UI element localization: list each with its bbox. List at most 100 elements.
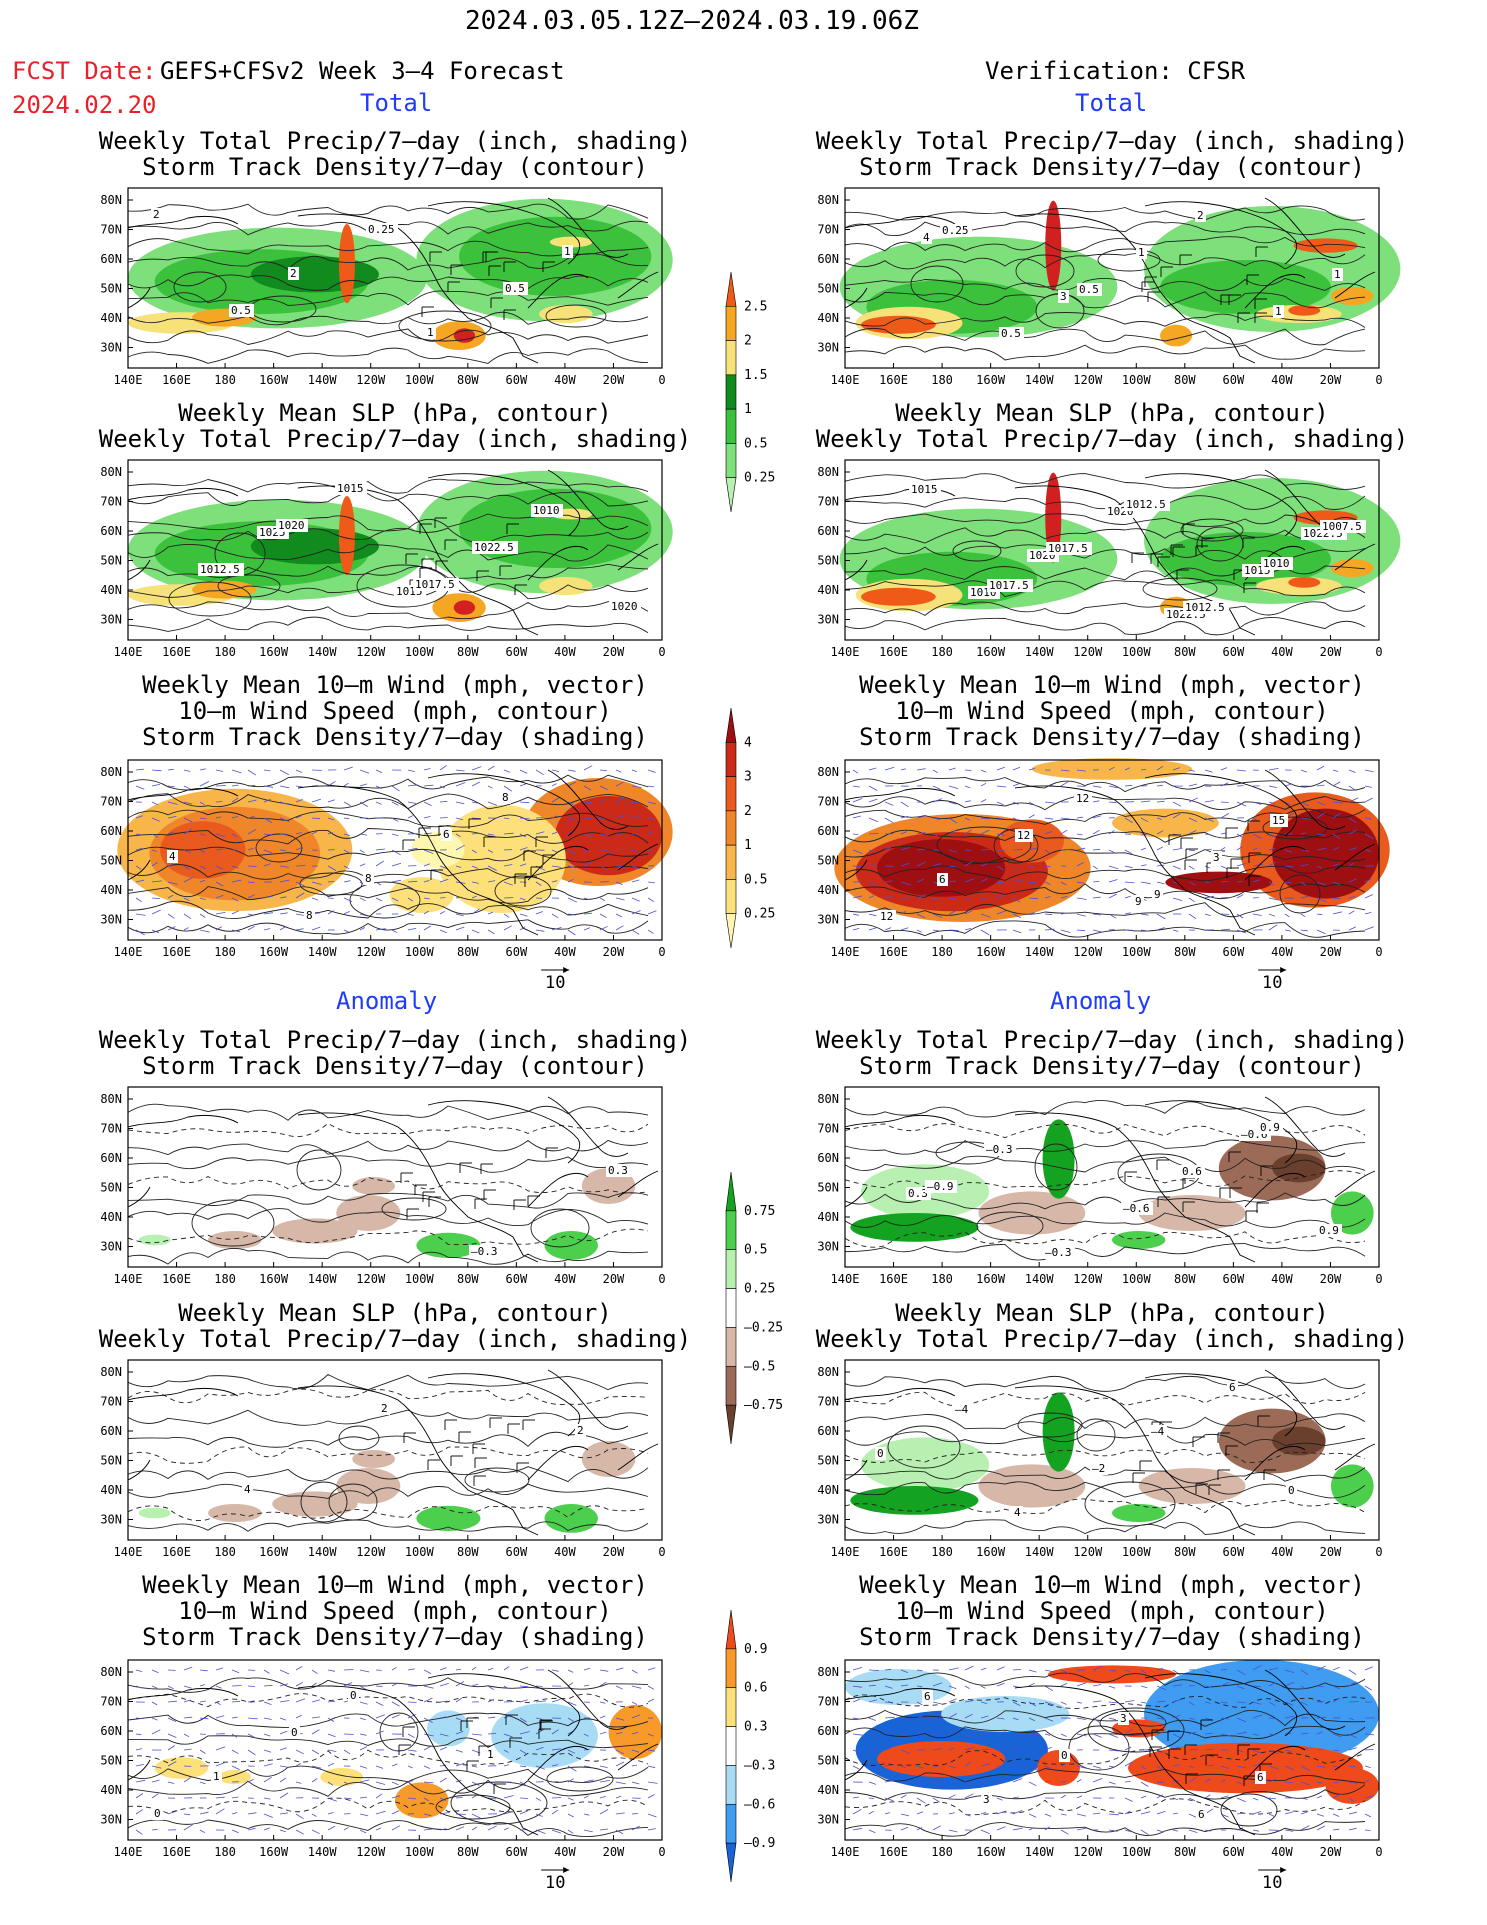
- wind-vector: [1316, 1731, 1323, 1735]
- wind-vector: [615, 1761, 625, 1767]
- wind-vector: [231, 1685, 242, 1687]
- contour-label: –4: [1151, 1425, 1165, 1438]
- lat-tick-label: 30N: [817, 613, 839, 627]
- contour-line: [127, 1208, 649, 1227]
- contour-line: [844, 527, 1366, 544]
- wind-vector: [1012, 1761, 1021, 1767]
- panel-title-line: 10–m Wind Speed (mph, contour): [178, 697, 612, 725]
- wind-vector: [1012, 1810, 1023, 1815]
- wind-vector: [247, 1749, 256, 1756]
- wind-vector: [407, 928, 417, 931]
- colorbar-segment: [725, 1726, 737, 1766]
- wind-vector: [1284, 865, 1293, 868]
- contour-line: [127, 347, 649, 364]
- wind-vector: [327, 1669, 336, 1672]
- wind-vector: [567, 1669, 574, 1673]
- panel-title-line: Weekly Mean 10–m Wind (mph, vector): [859, 1571, 1365, 1599]
- wind-vector: [1316, 801, 1325, 806]
- wind-vector: [231, 797, 239, 803]
- wind-vector: [1076, 833, 1083, 836]
- wind-vector: [599, 1780, 610, 1783]
- contour-label-bg: [198, 563, 244, 576]
- total-right-label: Total: [1075, 89, 1148, 117]
- contour-label: 1: [564, 245, 571, 258]
- contour-label-bg: [229, 304, 254, 317]
- wind-vector: [151, 801, 159, 806]
- wind-vector: [519, 926, 526, 931]
- lon-tick-label: 140E: [114, 645, 143, 659]
- contour-line: [127, 311, 649, 326]
- r5-shading-7: [1330, 1464, 1374, 1508]
- lat-tick-label: 80N: [817, 465, 839, 479]
- wind-vector: [1236, 1827, 1244, 1831]
- wind-vector: [583, 1765, 591, 1768]
- colorbar-tick-label: –0.3: [744, 1758, 775, 1773]
- contour-label: 0.25: [942, 224, 969, 237]
- wind-vector: [1188, 1749, 1199, 1751]
- wind-vector: [311, 881, 322, 885]
- contour-ring: [1087, 1707, 1185, 1753]
- l4-shading-6: [138, 1234, 171, 1246]
- map-panel-l5: 2 4 2 80N 70N 60N 50N 40N 30N 140E 160E 180 160W 140W…: [100, 1359, 666, 1559]
- wind-vector: [1316, 812, 1325, 819]
- colorbar-tick-label: –0.6: [744, 1797, 775, 1812]
- contour-label-bg: [1124, 498, 1170, 511]
- lon-tick-label: 80W: [1174, 373, 1196, 387]
- wind-vector: [167, 1781, 175, 1784]
- coastline-layer: [844, 1369, 1376, 1536]
- wind-vector: [1204, 1732, 1213, 1735]
- contour-label-bg: [242, 1483, 253, 1496]
- contour-line: [844, 1768, 1366, 1784]
- wind-vector: [311, 798, 322, 803]
- lon-tick-label: 140E: [114, 1545, 143, 1559]
- wind-vector: [551, 849, 558, 853]
- lat-tick-label: 80N: [817, 765, 839, 779]
- contour-line: [844, 344, 1366, 361]
- wind-vector: [423, 1781, 434, 1784]
- lon-tick-label: 180: [931, 373, 953, 387]
- lat-tick-label: 50N: [100, 1181, 122, 1195]
- wind-vector: [551, 1809, 559, 1815]
- wind-vector: [359, 913, 368, 917]
- lon-tick-label: 140E: [114, 945, 143, 959]
- wind-vector: [980, 1763, 991, 1767]
- wind-vector: [1108, 785, 1118, 789]
- lon-tick-label: 100W: [1122, 1272, 1152, 1286]
- wind-vector: [199, 865, 207, 870]
- contour-label-bg: [937, 873, 948, 886]
- contour-line: [844, 1821, 1366, 1837]
- contour-label: 1012.5: [200, 563, 240, 576]
- contour-line: [127, 1712, 649, 1729]
- contour-label: 1: [487, 1748, 494, 1761]
- wind-vector: [487, 801, 498, 806]
- coastline-canada-arctic: [1144, 1673, 1298, 1737]
- wind-vector: [247, 784, 256, 787]
- lon-tick-label: 100W: [1122, 1545, 1152, 1559]
- coastline-north-america: [1014, 485, 1256, 636]
- wind-vector: [215, 1746, 226, 1751]
- wind-vector: [980, 817, 991, 820]
- wind-vector: [1300, 1797, 1308, 1800]
- wind-vector: [279, 849, 286, 851]
- wind-vector: [615, 781, 624, 787]
- wind-vector: [1156, 1749, 1165, 1753]
- contour-ring: [328, 1483, 378, 1521]
- wind-vector: [884, 1747, 891, 1751]
- wind-vector: [167, 1745, 176, 1751]
- coastline-europe: [617, 843, 659, 871]
- wind-vector: [391, 1714, 400, 1719]
- wind-vector: [1236, 1701, 1246, 1703]
- contour-line: [127, 864, 649, 880]
- contour-layer: [844, 205, 1366, 361]
- contour-label-bg: [606, 1164, 631, 1177]
- wind-vector: [948, 865, 956, 868]
- wind-vector: [279, 817, 290, 822]
- wind-vector: [1204, 817, 1214, 822]
- wind-vector: [900, 815, 909, 819]
- wind-vector: [183, 1813, 191, 1816]
- wind-vector: [1364, 1765, 1371, 1768]
- wind-vector: [1156, 784, 1163, 787]
- contour-layer: [127, 1103, 649, 1265]
- contour-label-bg: [531, 504, 563, 517]
- contour-line: [127, 1409, 649, 1426]
